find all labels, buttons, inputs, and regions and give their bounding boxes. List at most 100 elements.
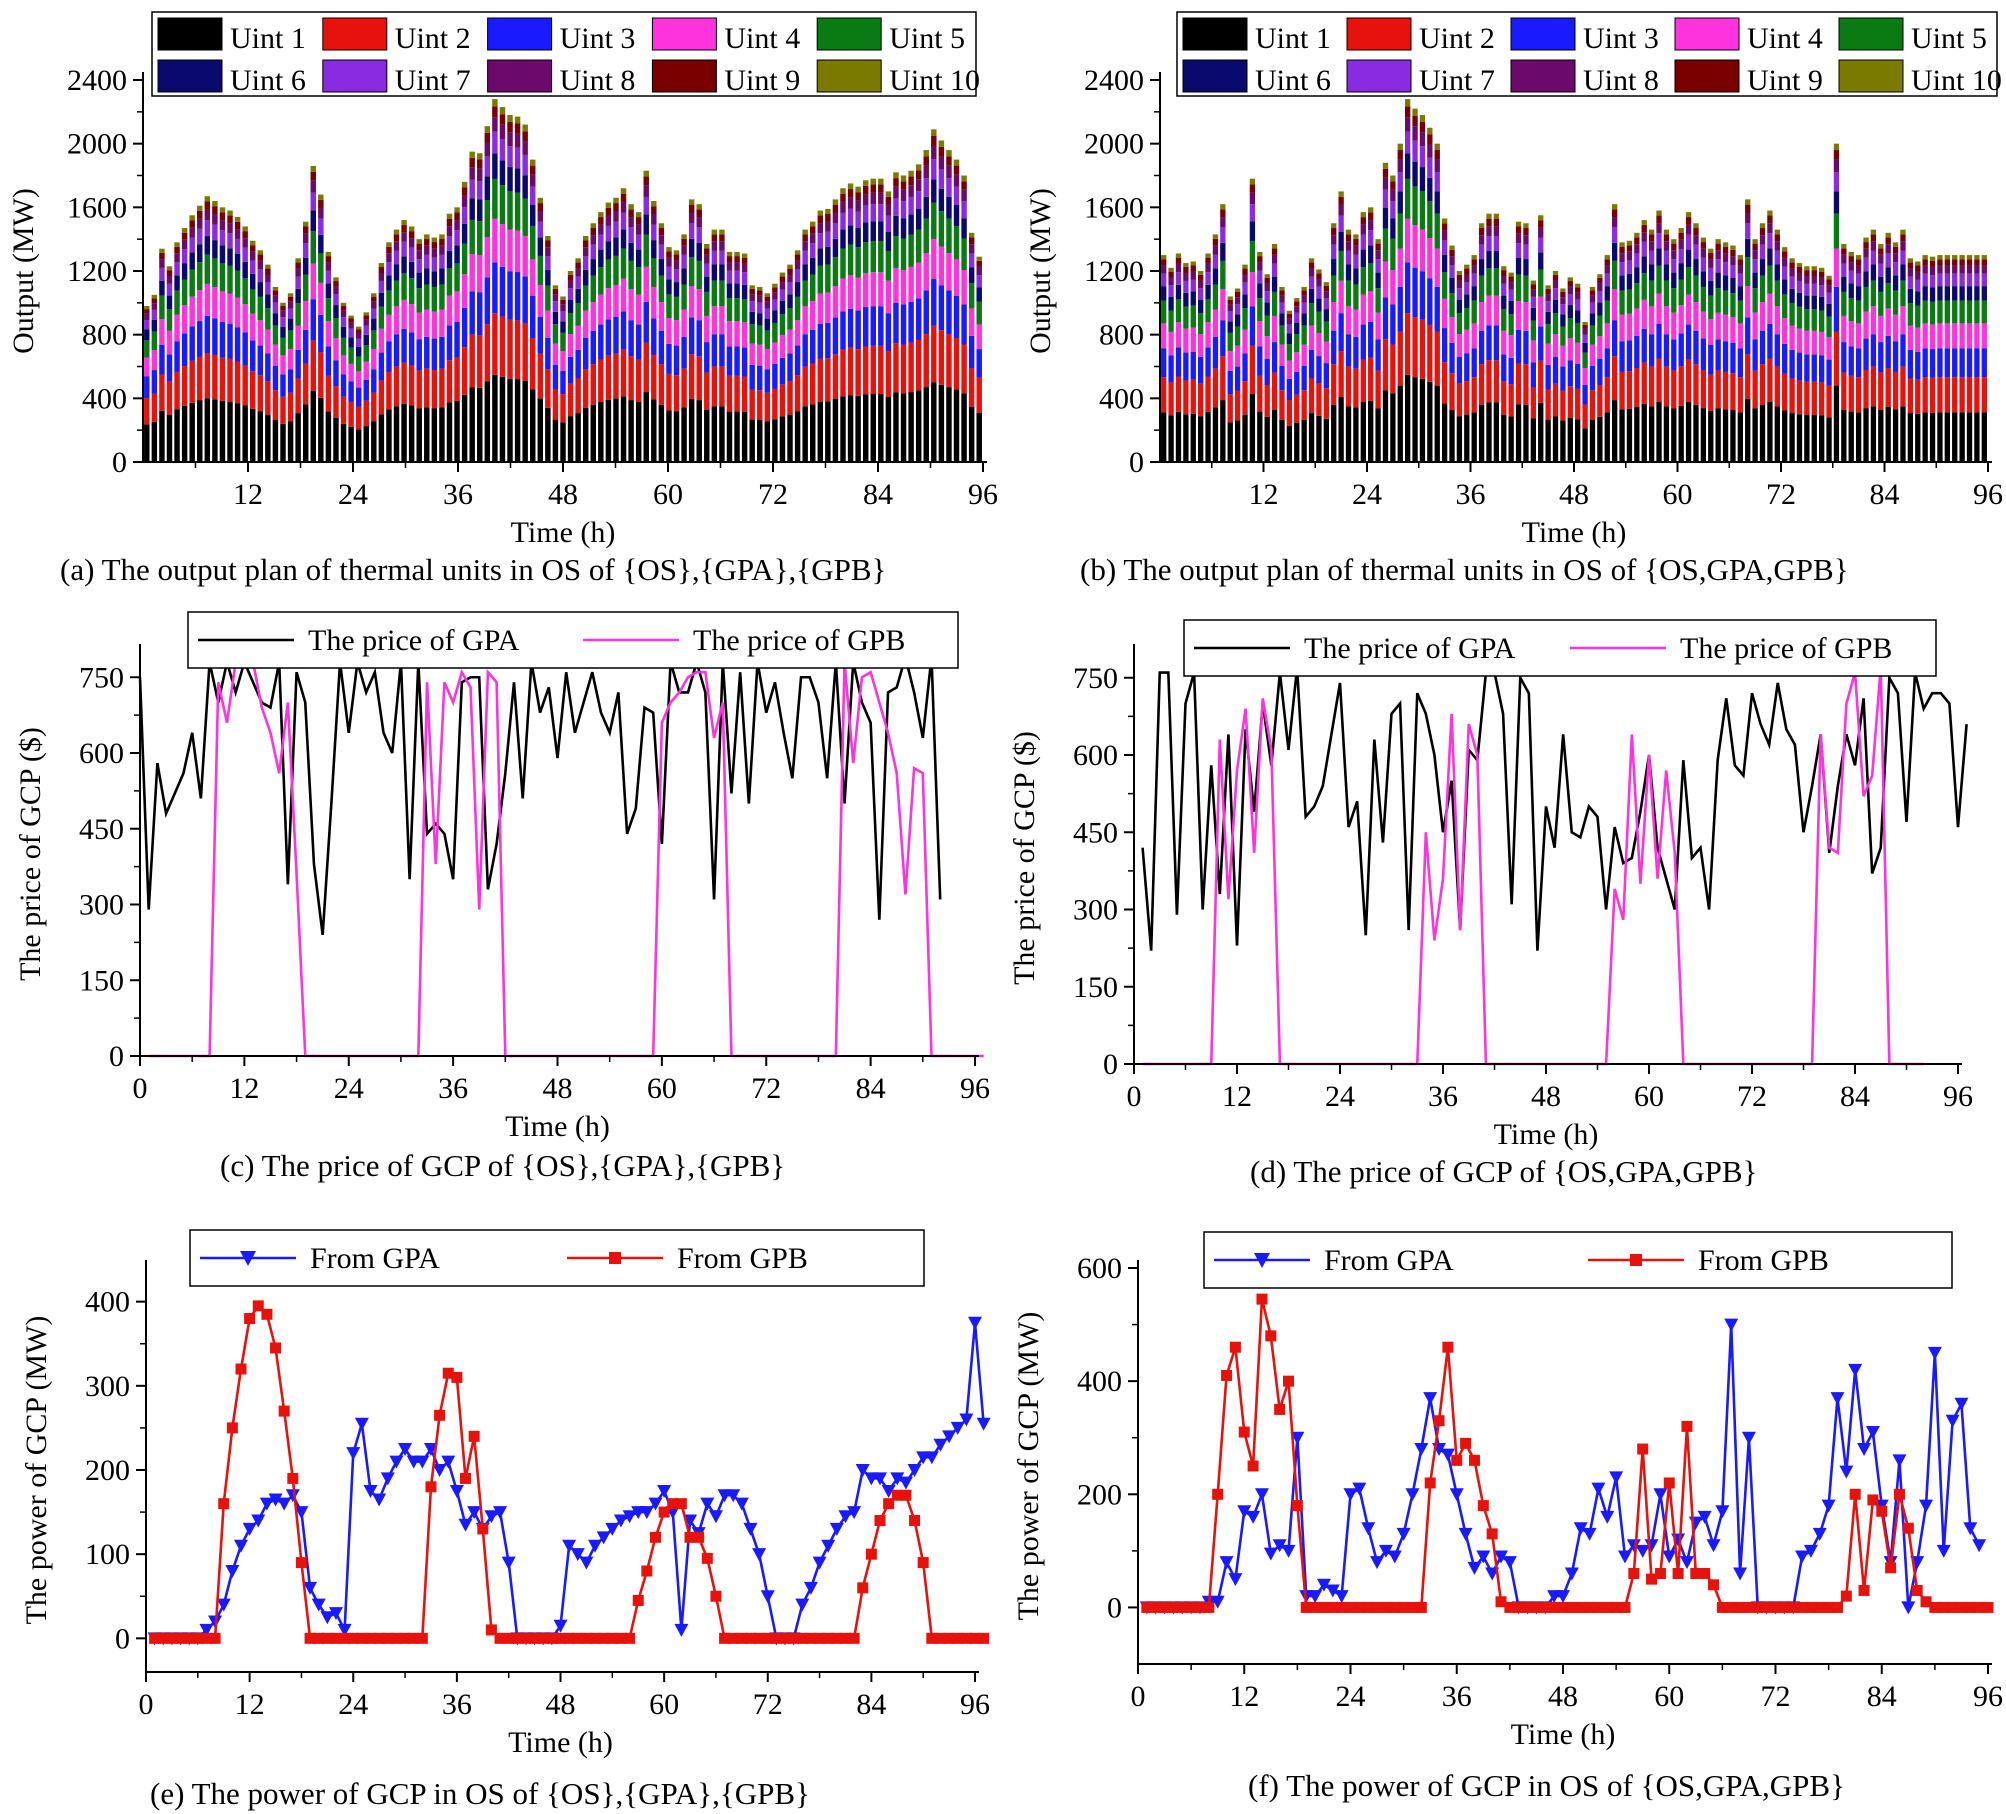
bar-unit-3: [461, 307, 468, 348]
bar-unit-4: [651, 287, 657, 319]
bar-unit-4: [620, 278, 627, 312]
bar-unit-5: [1804, 309, 1810, 331]
bar-unit-2: [560, 394, 566, 423]
bar-unit-5: [1294, 334, 1300, 353]
bar-unit-5: [439, 284, 445, 310]
bar-unit-2: [681, 368, 687, 408]
bar-unit-6: [1456, 299, 1463, 314]
bar-unit-4: [1486, 295, 1492, 326]
bar-unit-6: [1648, 264, 1655, 281]
marker-triangle: [1821, 1499, 1836, 1513]
bar-unit-5: [1220, 260, 1226, 290]
bar-unit-4: [424, 309, 430, 337]
bar-unit-3: [1929, 349, 1936, 378]
bar-unit-10: [1745, 199, 1751, 205]
y-axis-title: Output (MW): [1024, 188, 1057, 354]
marker-square: [1424, 1477, 1436, 1489]
bar-unit-6: [1478, 259, 1485, 276]
bar-unit-7: [1345, 250, 1352, 265]
marker-square: [1566, 1601, 1578, 1613]
marker-square: [952, 1632, 964, 1644]
bar-unit-1: [961, 393, 967, 462]
bar-unit-1: [1508, 416, 1514, 462]
bar-unit-8: [1397, 159, 1403, 173]
bar-unit-6: [1863, 271, 1869, 287]
bar-unit-7: [204, 220, 211, 237]
marker-square: [1530, 1601, 1542, 1613]
bar-unit-4: [1161, 323, 1167, 349]
bar-unit-7: [787, 282, 793, 295]
bar-unit-6: [1323, 309, 1330, 322]
bar-unit-8: [741, 263, 748, 273]
bar-unit-8: [1841, 254, 1847, 264]
bar-unit-10: [1708, 248, 1714, 253]
bar-unit-7: [514, 147, 521, 169]
bar-unit-8: [976, 266, 982, 276]
bar-unit-8: [1685, 224, 1692, 235]
bar-unit-4: [1915, 327, 1921, 352]
bar-unit-10: [817, 210, 824, 216]
bar-unit-9: [590, 228, 596, 236]
marker-square: [1433, 1415, 1445, 1427]
marker-square: [295, 1557, 307, 1569]
bar-unit-6: [688, 238, 695, 258]
bar-unit-9: [1257, 256, 1263, 263]
bar-unit-10: [1530, 280, 1537, 285]
bar-unit-2: [726, 375, 733, 412]
bar-unit-3: [1220, 320, 1226, 357]
bar-unit-7: [878, 204, 884, 222]
bar-unit-1: [295, 413, 301, 462]
bar-unit-4: [1471, 323, 1477, 349]
bar-unit-4: [174, 314, 180, 342]
marker-triangle: [1609, 1471, 1624, 1485]
bar-unit-5: [1818, 310, 1825, 332]
bar-unit-3: [431, 338, 438, 370]
bar-unit-10: [1412, 108, 1418, 116]
bar-unit-10: [1841, 243, 1847, 249]
bar-unit-5: [1227, 332, 1233, 352]
bar-unit-4: [1183, 328, 1189, 353]
bar-unit-6: [1331, 259, 1337, 276]
bar-unit-6: [219, 245, 226, 264]
bar-unit-8: [151, 303, 158, 310]
bar-unit-10: [726, 251, 733, 257]
bar-unit-7: [938, 169, 945, 189]
bar-unit-10: [825, 208, 831, 214]
bar-unit-2: [280, 396, 286, 424]
bar-unit-9: [408, 231, 415, 239]
bar-unit-8: [257, 260, 264, 270]
bar-unit-9: [1907, 262, 1914, 269]
bar-unit-9: [1501, 270, 1507, 277]
bar-unit-4: [1360, 294, 1366, 325]
bar-unit-9: [1848, 256, 1854, 263]
bar-unit-8: [1789, 268, 1795, 277]
bar-unit-2: [1582, 404, 1588, 429]
bar-unit-7: [1434, 172, 1440, 192]
bar-unit-3: [1323, 363, 1330, 389]
bar-unit-3: [242, 332, 248, 366]
marker-triangle: [700, 1497, 715, 1511]
bar-unit-8: [847, 197, 854, 209]
bar-unit-5: [1331, 275, 1337, 303]
bar-unit-8: [325, 262, 332, 271]
bar-unit-7: [666, 266, 672, 280]
marker-square: [1362, 1601, 1374, 1613]
bar-unit-8: [1523, 235, 1529, 245]
bar-unit-8: [635, 224, 642, 235]
bar-unit-7: [1929, 275, 1936, 288]
bar-unit-4: [582, 310, 589, 338]
bar-unit-1: [1900, 406, 1906, 462]
bar-unit-3: [1501, 354, 1507, 382]
bar-unit-7: [166, 283, 173, 296]
bar-unit-2: [953, 338, 960, 390]
bar-unit-3: [711, 334, 718, 367]
marker-square: [606, 1632, 618, 1644]
marker-triangle: [1237, 1505, 1252, 1519]
x-tick-label: 36: [1428, 1080, 1458, 1113]
bar-unit-2: [968, 368, 975, 407]
bar-unit-6: [446, 250, 453, 269]
bar-unit-10: [575, 258, 581, 263]
bar-unit-6: [204, 236, 211, 255]
bar-unit-10: [1818, 267, 1825, 272]
bar-unit-6: [1264, 302, 1270, 316]
